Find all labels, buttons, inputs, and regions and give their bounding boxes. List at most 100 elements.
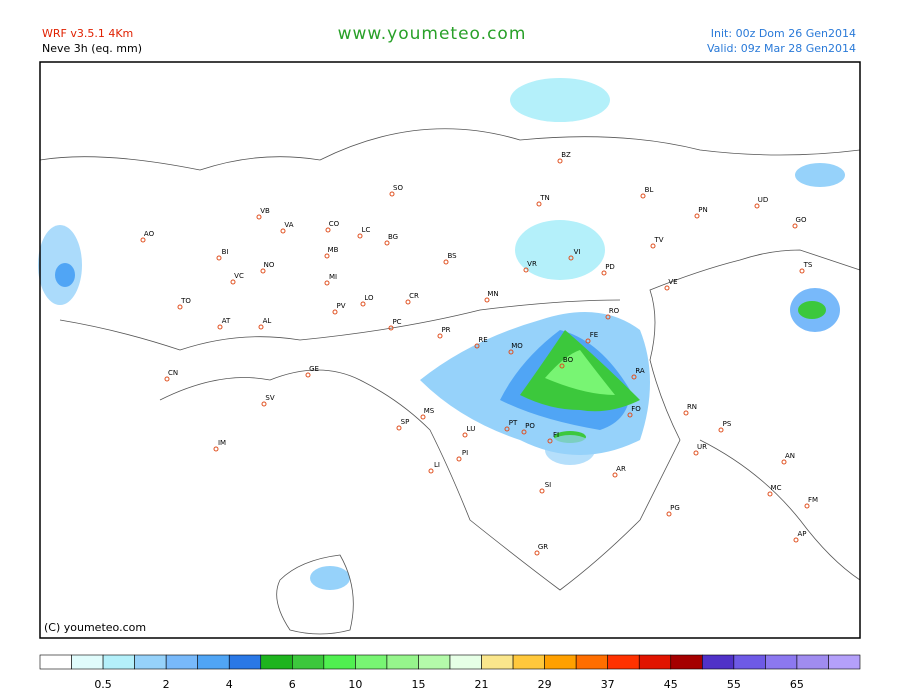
- city-marker: [767, 491, 773, 497]
- city-marker: [360, 301, 366, 307]
- city-label: AT: [222, 317, 231, 325]
- city-label: BI: [222, 248, 229, 256]
- city-label: SP: [401, 418, 410, 426]
- city-marker: [396, 425, 402, 431]
- city-marker: [693, 450, 699, 456]
- city-marker: [539, 488, 545, 494]
- city-label: MC: [771, 484, 782, 492]
- city-marker: [230, 279, 236, 285]
- city-marker: [389, 191, 395, 197]
- city-marker: [384, 240, 390, 246]
- city-marker: [508, 349, 514, 355]
- city-label: BG: [388, 233, 398, 241]
- city-label: PT: [509, 419, 518, 427]
- city-marker: [261, 401, 267, 407]
- city-label: FO: [631, 405, 641, 413]
- city-label: RE: [478, 336, 487, 344]
- city-marker: [640, 193, 646, 199]
- colorbar-swatch: [481, 654, 514, 670]
- city-marker: [799, 268, 805, 274]
- city-label: GR: [538, 543, 548, 551]
- colorbar-swatch: [575, 654, 608, 670]
- colorbar-label: 29: [538, 678, 552, 691]
- city-marker: [324, 253, 330, 259]
- city-marker: [405, 299, 411, 305]
- city-marker: [256, 214, 262, 220]
- colorbar-swatch: [102, 654, 135, 670]
- city-marker: [568, 255, 574, 261]
- city-marker: [631, 374, 637, 380]
- city-marker: [388, 325, 394, 331]
- colorbar-swatch: [418, 654, 451, 670]
- colorbar-swatch: [544, 654, 577, 670]
- city-marker: [443, 259, 449, 265]
- city-label: CO: [329, 220, 340, 228]
- city-marker: [324, 280, 330, 286]
- colorbar-label: 45: [664, 678, 678, 691]
- city-label: BZ: [561, 151, 571, 159]
- colorbar-swatch: [134, 654, 167, 670]
- colorbar-swatch: [165, 654, 198, 670]
- city-label: BO: [563, 356, 574, 364]
- colorbar-label: 21: [475, 678, 489, 691]
- colorbar: 0.5 2 4 6 10 15 21 29 37 45 55 65: [39, 654, 861, 691]
- city-label: NO: [264, 261, 275, 269]
- colorbar-swatch: [512, 654, 545, 670]
- city-label: RN: [687, 403, 697, 411]
- city-label: AP: [797, 530, 806, 538]
- city-label: SI: [545, 481, 552, 489]
- colorbar-swatch: [386, 654, 419, 670]
- colorbar-label: 65: [790, 678, 804, 691]
- colorbar-swatch: [323, 654, 356, 670]
- city-label: PO: [525, 422, 535, 430]
- city-marker: [305, 372, 311, 378]
- city-marker: [484, 297, 490, 303]
- city-label: UR: [697, 443, 707, 451]
- city-label: PS: [723, 420, 732, 428]
- city-layer: BZ BL UD PN GO TN VB SO CO VA LC BG AO BI NO MB VI TV BS VR…: [140, 151, 818, 556]
- city-marker: [781, 459, 787, 465]
- city-label: PG: [670, 504, 680, 512]
- city-label: VC: [234, 272, 244, 280]
- city-marker: [557, 158, 563, 164]
- colorbar-label: 4: [226, 678, 233, 691]
- city-marker: [217, 324, 223, 330]
- city-label: VI: [574, 248, 581, 256]
- city-label: AL: [263, 317, 272, 325]
- city-marker: [474, 343, 480, 349]
- city-label: AN: [785, 452, 795, 460]
- city-marker: [536, 201, 542, 207]
- city-marker: [462, 432, 468, 438]
- colorbar-swatch: [765, 654, 798, 670]
- city-marker: [612, 472, 618, 478]
- city-marker: [650, 243, 656, 249]
- city-marker: [792, 223, 798, 229]
- city-label: VA: [284, 221, 293, 229]
- colorbar-swatch: [670, 654, 703, 670]
- city-marker: [260, 268, 266, 274]
- colorbar-swatch: [449, 654, 482, 670]
- colorbar-swatch: [796, 654, 829, 670]
- copyright: (C) youmeteo.com: [44, 621, 146, 634]
- city-label: PD: [605, 263, 615, 271]
- colorbar-swatch: [197, 654, 230, 670]
- city-marker: [325, 227, 331, 233]
- city-label: FI: [553, 431, 559, 439]
- city-label: LO: [364, 294, 374, 302]
- city-marker: [666, 511, 672, 517]
- city-marker: [140, 237, 146, 243]
- city-label: LI: [434, 461, 440, 469]
- city-label: MO: [511, 342, 523, 350]
- city-marker: [585, 338, 591, 344]
- city-marker: [804, 503, 810, 509]
- city-marker: [627, 412, 633, 418]
- city-label: CR: [409, 292, 419, 300]
- city-marker: [357, 233, 363, 239]
- city-label: VR: [527, 260, 537, 268]
- model-label: WRF v3.5.1 4Km: [42, 27, 133, 40]
- precip-field: [38, 78, 845, 590]
- colorbar-swatch: [39, 654, 72, 670]
- valid-time: Valid: 09z Mar 28 Gen2014: [707, 42, 856, 55]
- city-label: CN: [168, 369, 178, 377]
